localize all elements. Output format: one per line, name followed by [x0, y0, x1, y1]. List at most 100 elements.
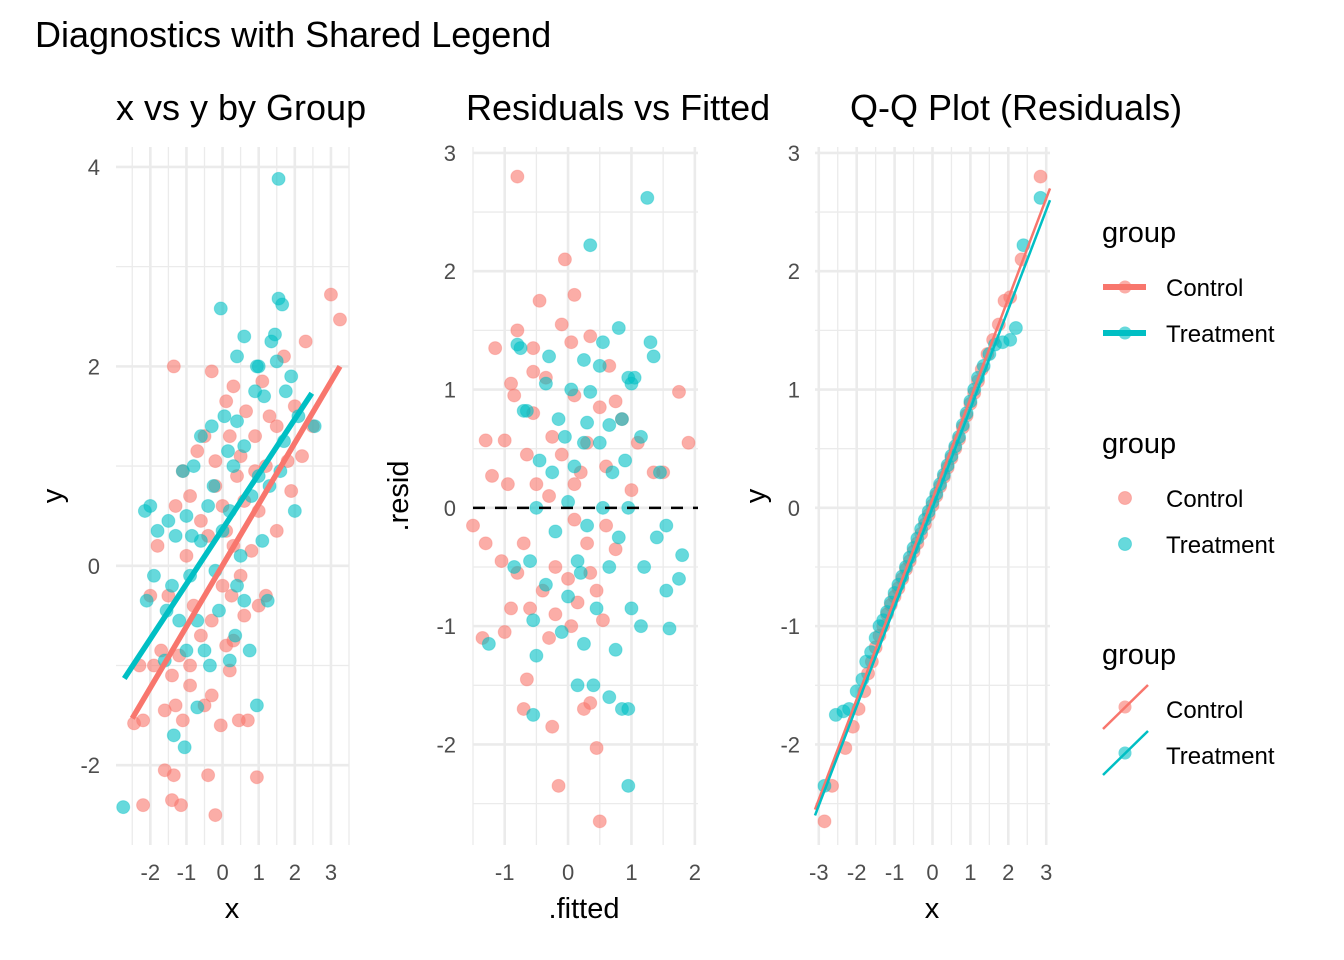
- y-tick-label: 2: [88, 354, 100, 379]
- data-point: [237, 593, 252, 608]
- x-tick-label: 0: [926, 860, 938, 885]
- data-point: [592, 814, 607, 829]
- data-point: [183, 658, 198, 673]
- data-point: [567, 459, 582, 474]
- legend-title: group: [1102, 639, 1176, 671]
- x-tick-label: 2: [689, 860, 701, 885]
- fit-line-treatment: [122, 391, 315, 680]
- data-point: [570, 678, 585, 693]
- data-point: [226, 459, 241, 474]
- data-point: [510, 169, 525, 184]
- data-point: [172, 613, 187, 628]
- data-point: [576, 435, 591, 450]
- data-point: [230, 414, 245, 429]
- legend-item-treatment[interactable]: Treatment: [1118, 532, 1275, 559]
- data-point: [237, 439, 252, 454]
- data-point: [605, 465, 620, 480]
- x-tick-label: -1: [177, 860, 197, 885]
- data-point: [570, 595, 585, 610]
- data-point: [583, 696, 598, 711]
- data-point: [220, 444, 235, 459]
- legend-key-point: [1118, 537, 1132, 551]
- data-point: [659, 518, 674, 533]
- data-point: [532, 453, 547, 468]
- data-point: [139, 593, 154, 608]
- data-point: [589, 740, 604, 755]
- legend-key-point: [1118, 746, 1132, 760]
- data-point: [478, 536, 493, 551]
- data-point: [1008, 321, 1023, 336]
- data-point: [164, 578, 179, 593]
- data-point: [510, 323, 525, 338]
- legend-item-treatment[interactable]: Treatment: [1102, 730, 1275, 776]
- figure-title: Diagnostics with Shared Legend: [35, 14, 551, 55]
- data-point: [602, 418, 617, 433]
- data-point: [538, 577, 553, 592]
- x-tick-label: 2: [289, 860, 301, 885]
- data-point: [186, 459, 201, 474]
- data-point: [538, 376, 553, 391]
- data-point: [206, 479, 221, 494]
- data-point: [592, 358, 607, 373]
- data-point: [262, 409, 277, 424]
- data-point: [213, 718, 228, 733]
- data-point: [516, 403, 531, 418]
- data-point: [174, 798, 189, 813]
- data-point: [466, 518, 480, 533]
- data-point: [564, 382, 579, 397]
- data-point: [204, 364, 219, 379]
- series-treatment: [481, 190, 690, 793]
- data-point: [554, 317, 569, 332]
- data-point: [307, 419, 322, 434]
- y-tick-label: -2: [436, 732, 456, 757]
- y-tick-label: 4: [88, 155, 100, 180]
- x-tick-label: -2: [847, 860, 867, 885]
- data-point: [516, 701, 531, 716]
- legend-key-point: [1118, 326, 1132, 340]
- data-point: [542, 489, 557, 503]
- data-point: [570, 554, 585, 569]
- fit-line-control: [129, 364, 343, 720]
- legend-item-control[interactable]: Control: [1103, 275, 1243, 302]
- data-point: [267, 327, 282, 342]
- data-point: [614, 412, 629, 427]
- series-treatment: [116, 171, 322, 815]
- data-point: [662, 621, 677, 636]
- data-point: [1033, 169, 1048, 184]
- legend-item-treatment[interactable]: Treatment: [1103, 321, 1275, 348]
- data-point: [208, 808, 223, 823]
- data-point: [260, 593, 275, 608]
- y-tick-label: -2: [80, 753, 100, 778]
- data-point: [611, 321, 626, 336]
- qq-line-treatment: [813, 199, 1052, 816]
- y-tick-label: 0: [88, 554, 100, 579]
- data-point: [488, 341, 503, 356]
- legend-title: group: [1102, 428, 1176, 460]
- legend-line-point: group Control Treatment: [1102, 217, 1275, 348]
- data-point: [602, 559, 617, 574]
- x-tick-label: 1: [964, 860, 976, 885]
- data-point: [548, 607, 563, 622]
- y-axis-label: y: [740, 488, 772, 503]
- legend-item-control[interactable]: Control: [1118, 486, 1244, 513]
- data-point: [248, 429, 263, 444]
- x-tick-label: 0: [216, 860, 228, 885]
- data-point: [204, 688, 219, 703]
- data-point: [175, 713, 190, 728]
- data-point: [633, 619, 648, 634]
- y-tick-label: 0: [444, 496, 456, 521]
- data-point: [184, 528, 199, 543]
- x-tick-label: 1: [253, 860, 265, 885]
- data-point: [146, 568, 161, 583]
- y-tick-label: 1: [788, 378, 800, 403]
- data-point: [237, 329, 252, 344]
- data-point: [592, 435, 607, 450]
- y-tick-label: -1: [436, 614, 456, 639]
- data-point: [529, 477, 544, 492]
- legend-item-control[interactable]: Control: [1102, 684, 1243, 730]
- data-point: [284, 369, 299, 384]
- data-point: [567, 512, 582, 527]
- data-point: [213, 301, 228, 316]
- data-point: [611, 530, 626, 545]
